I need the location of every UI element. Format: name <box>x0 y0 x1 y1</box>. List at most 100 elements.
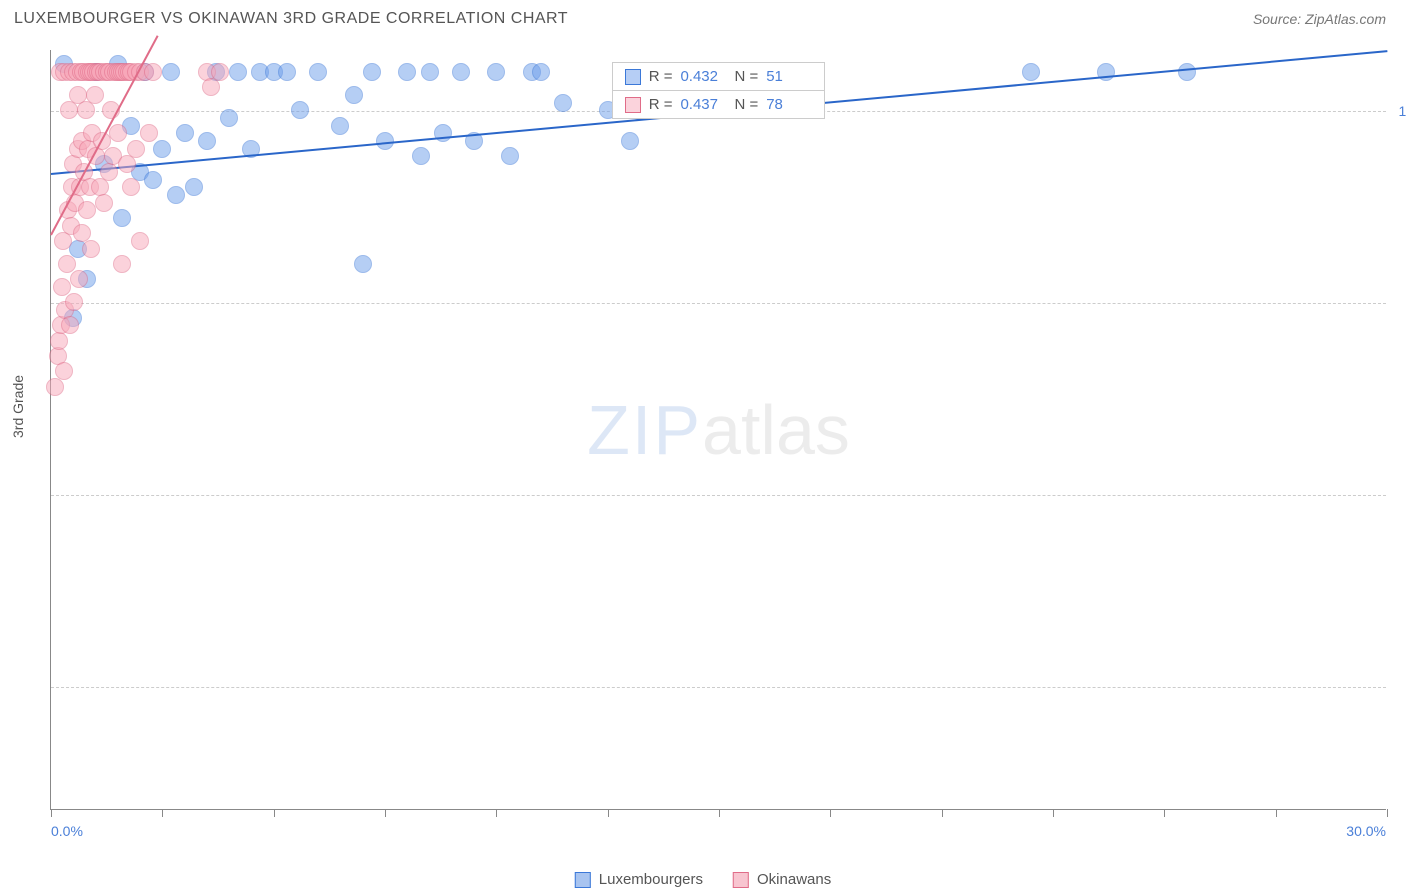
x-tick <box>608 809 609 817</box>
x-tick <box>1276 809 1277 817</box>
stats-swatch-icon <box>625 69 641 85</box>
data-point <box>309 63 327 81</box>
data-point <box>113 209 131 227</box>
stats-row: R = 0.432 N = 51 <box>613 63 825 91</box>
data-point <box>77 101 95 119</box>
stat-n-label: N = <box>734 96 758 113</box>
data-point <box>65 293 83 311</box>
data-point <box>278 63 296 81</box>
gridline <box>51 495 1386 496</box>
data-point <box>109 124 127 142</box>
data-point <box>140 124 158 142</box>
x-tick <box>1387 809 1388 817</box>
data-point <box>229 63 247 81</box>
data-point <box>144 63 162 81</box>
data-point <box>345 86 363 104</box>
data-point <box>100 163 118 181</box>
x-tick <box>719 809 720 817</box>
gridline <box>51 687 1386 688</box>
watermark: ZIPatlas <box>587 390 850 470</box>
data-point <box>162 63 180 81</box>
data-point <box>54 232 72 250</box>
x-tick <box>51 809 52 817</box>
data-point <box>55 362 73 380</box>
stats-swatch-icon <box>625 97 641 113</box>
data-point <box>70 270 88 288</box>
data-point <box>86 86 104 104</box>
data-point <box>220 109 238 127</box>
data-point <box>1178 63 1196 81</box>
data-point <box>532 63 550 81</box>
y-tick-label: 92.5% <box>1391 679 1406 695</box>
data-point <box>122 178 140 196</box>
stat-n-value: 51 <box>766 68 812 85</box>
x-tick <box>162 809 163 817</box>
data-point <box>621 132 639 150</box>
data-point <box>61 316 79 334</box>
legend: Luxembourgers Okinawans <box>575 871 831 888</box>
x-tick <box>496 809 497 817</box>
data-point <box>153 140 171 158</box>
x-tick <box>1164 809 1165 817</box>
data-point <box>398 63 416 81</box>
data-point <box>50 332 68 350</box>
data-point <box>58 255 76 273</box>
legend-swatch-icon <box>733 872 749 888</box>
x-max-label: 30.0% <box>1346 823 1386 839</box>
legend-label: Okinawans <box>757 871 831 888</box>
data-point <box>202 78 220 96</box>
data-point <box>176 124 194 142</box>
data-point <box>554 94 572 112</box>
y-tick-label: 97.5% <box>1391 295 1406 311</box>
data-point <box>452 63 470 81</box>
y-tick-label: 95.0% <box>1391 487 1406 503</box>
data-point <box>412 147 430 165</box>
legend-swatch-icon <box>575 872 591 888</box>
stat-r-value: 0.432 <box>680 68 726 85</box>
stat-r-label: R = <box>649 96 673 113</box>
x-tick <box>830 809 831 817</box>
legend-item-okinawans: Okinawans <box>733 871 831 888</box>
data-point <box>363 63 381 81</box>
data-point <box>144 171 162 189</box>
chart-source: Source: ZipAtlas.com <box>1253 11 1386 27</box>
data-point <box>82 240 100 258</box>
stat-r-label: R = <box>649 68 673 85</box>
data-point <box>46 378 64 396</box>
data-point <box>127 140 145 158</box>
data-point <box>95 194 113 212</box>
x-min-label: 0.0% <box>51 823 83 839</box>
data-point <box>501 147 519 165</box>
data-point <box>211 63 229 81</box>
data-point <box>118 155 136 173</box>
watermark-atlas: atlas <box>702 391 850 469</box>
x-tick <box>385 809 386 817</box>
data-point <box>434 124 452 142</box>
watermark-zip: ZIP <box>587 391 702 469</box>
stats-row: R = 0.437 N = 78 <box>613 91 825 118</box>
y-tick-label: 100.0% <box>1391 103 1406 119</box>
gridline <box>51 303 1386 304</box>
data-point <box>167 186 185 204</box>
data-point <box>421 63 439 81</box>
stats-box: R = 0.432 N = 51 R = 0.437 N = 78 <box>612 62 826 119</box>
legend-item-luxembourgers: Luxembourgers <box>575 871 703 888</box>
stat-n-value: 78 <box>766 96 812 113</box>
data-point <box>131 232 149 250</box>
stat-n-label: N = <box>734 68 758 85</box>
chart-title: LUXEMBOURGER VS OKINAWAN 3RD GRADE CORRE… <box>14 10 568 28</box>
stat-r-value: 0.437 <box>680 96 726 113</box>
data-point <box>78 201 96 219</box>
legend-label: Luxembourgers <box>599 871 703 888</box>
data-point <box>53 278 71 296</box>
data-point <box>291 101 309 119</box>
data-point <box>354 255 372 273</box>
data-point <box>113 255 131 273</box>
data-point <box>331 117 349 135</box>
x-tick <box>1053 809 1054 817</box>
x-tick <box>942 809 943 817</box>
data-point <box>1022 63 1040 81</box>
chart-plot-area: ZIPatlas 92.5%95.0%97.5%100.0%0.0%30.0%R… <box>50 50 1386 810</box>
chart-header: LUXEMBOURGER VS OKINAWAN 3RD GRADE CORRE… <box>0 0 1406 36</box>
data-point <box>487 63 505 81</box>
